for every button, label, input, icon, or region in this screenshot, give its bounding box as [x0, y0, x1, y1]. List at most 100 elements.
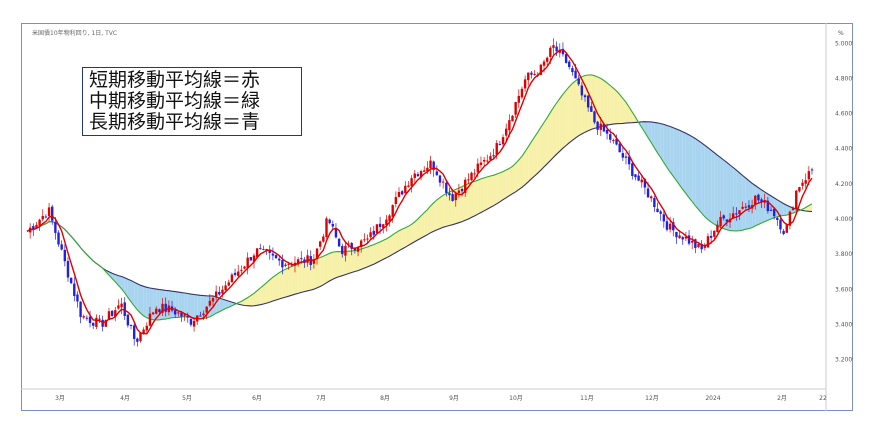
candle-body	[218, 291, 221, 295]
y-unit-label: %	[838, 30, 844, 37]
ma-fill-band	[307, 260, 311, 291]
candle-body	[337, 238, 341, 247]
candle-body	[470, 172, 473, 181]
ma-fill-band	[301, 261, 305, 293]
ma-fill-band	[433, 199, 437, 232]
candle-body	[577, 78, 580, 85]
candle-body	[88, 316, 92, 324]
candle-body	[716, 224, 719, 232]
candle-body	[246, 257, 249, 269]
ma-fill-band	[313, 258, 318, 290]
candle-body	[432, 161, 435, 170]
candle-body	[300, 258, 303, 260]
candle-body	[662, 214, 666, 222]
candle-body	[766, 200, 770, 212]
candle-body	[123, 302, 126, 316]
ma-fill-band	[250, 293, 254, 306]
candle-body	[366, 238, 369, 240]
candle-body	[530, 72, 533, 75]
ma-fill-band	[342, 251, 346, 276]
candle-body	[776, 217, 779, 220]
ma-fill-band	[131, 280, 135, 306]
candle-body	[709, 235, 713, 238]
candle-body	[706, 236, 710, 248]
ma-fill-band	[575, 78, 579, 138]
candle-body	[98, 318, 101, 320]
chart-source-label: 米国債10年物利回り, 1日, TVC	[32, 30, 118, 37]
candle-body	[378, 223, 382, 228]
candle-body	[700, 243, 703, 250]
long-ma-line	[26, 121, 813, 307]
candle-body	[76, 294, 79, 302]
ma-fill-band	[521, 151, 526, 188]
ma-fill-band	[395, 230, 400, 253]
candle-body	[173, 310, 177, 315]
candle-body	[92, 322, 95, 326]
candle-body	[126, 314, 130, 326]
ma-fill-band	[405, 226, 409, 248]
ma-fill-band	[288, 266, 292, 297]
candle-body	[189, 319, 193, 325]
candle-body	[60, 244, 63, 250]
x-tick-label: 7月	[316, 395, 326, 402]
y-tick-label: 4.600%	[835, 111, 853, 118]
ma-fill-band	[679, 130, 683, 190]
ma-fill-band	[761, 189, 765, 224]
candle-body	[684, 236, 688, 239]
legend-mid-ma: 中期移動平均線＝緑	[89, 90, 261, 112]
ma-fill-band	[534, 132, 538, 176]
candle-body	[334, 227, 338, 238]
candle-body	[35, 224, 38, 229]
candle-body	[694, 239, 697, 248]
ma-fill-band	[320, 256, 324, 287]
candle-body	[807, 171, 811, 180]
candle-body	[713, 230, 716, 237]
candle-body	[627, 156, 631, 165]
ma-fill-band	[569, 83, 573, 143]
ma-fill-band	[219, 298, 223, 312]
ma-fill-band	[654, 122, 658, 153]
candle-body	[586, 95, 590, 108]
candle-body	[296, 259, 300, 265]
candle-body	[675, 231, 678, 238]
ma-fill-band	[480, 177, 485, 213]
y-tick-label: 3.200%	[835, 357, 853, 364]
candle-body	[602, 123, 606, 132]
candle-body	[634, 174, 637, 178]
ma-fill-band	[383, 238, 387, 260]
candle-body	[438, 175, 442, 183]
candle-body	[754, 195, 757, 205]
candle-body	[183, 314, 186, 316]
ma-fill-band	[588, 74, 592, 131]
ma-fill-band	[619, 94, 623, 124]
ma-fill-band	[203, 295, 207, 319]
ma-fill-band	[490, 175, 494, 208]
ma-fill-band	[430, 202, 434, 233]
candle-body	[735, 213, 738, 215]
candle-body	[177, 312, 180, 314]
candle-body	[691, 240, 694, 243]
candle-body	[423, 170, 426, 172]
candle-body	[110, 310, 114, 316]
candle-body	[527, 72, 530, 81]
ma-fill-band	[348, 250, 352, 274]
x-tick-label: 8月	[380, 395, 390, 402]
candle-body	[479, 162, 483, 165]
ma-fill-band	[767, 194, 772, 221]
candle-body	[38, 219, 41, 226]
candle-body	[473, 173, 476, 175]
ma-fill-band	[339, 251, 343, 277]
ma-fill-band	[181, 292, 185, 317]
ma-fill-band	[222, 299, 226, 311]
candle-body	[687, 235, 691, 244]
ma-fill-band	[471, 181, 475, 218]
candle-body	[318, 241, 322, 247]
candle-body	[259, 248, 262, 250]
ma-fill-band	[386, 236, 390, 258]
candle-body	[107, 311, 111, 321]
ma-fill-band	[358, 249, 362, 271]
candle-body	[804, 180, 807, 184]
candle-body	[571, 68, 574, 73]
ma-fill-band	[417, 215, 422, 240]
ma-fill-band	[695, 138, 699, 210]
